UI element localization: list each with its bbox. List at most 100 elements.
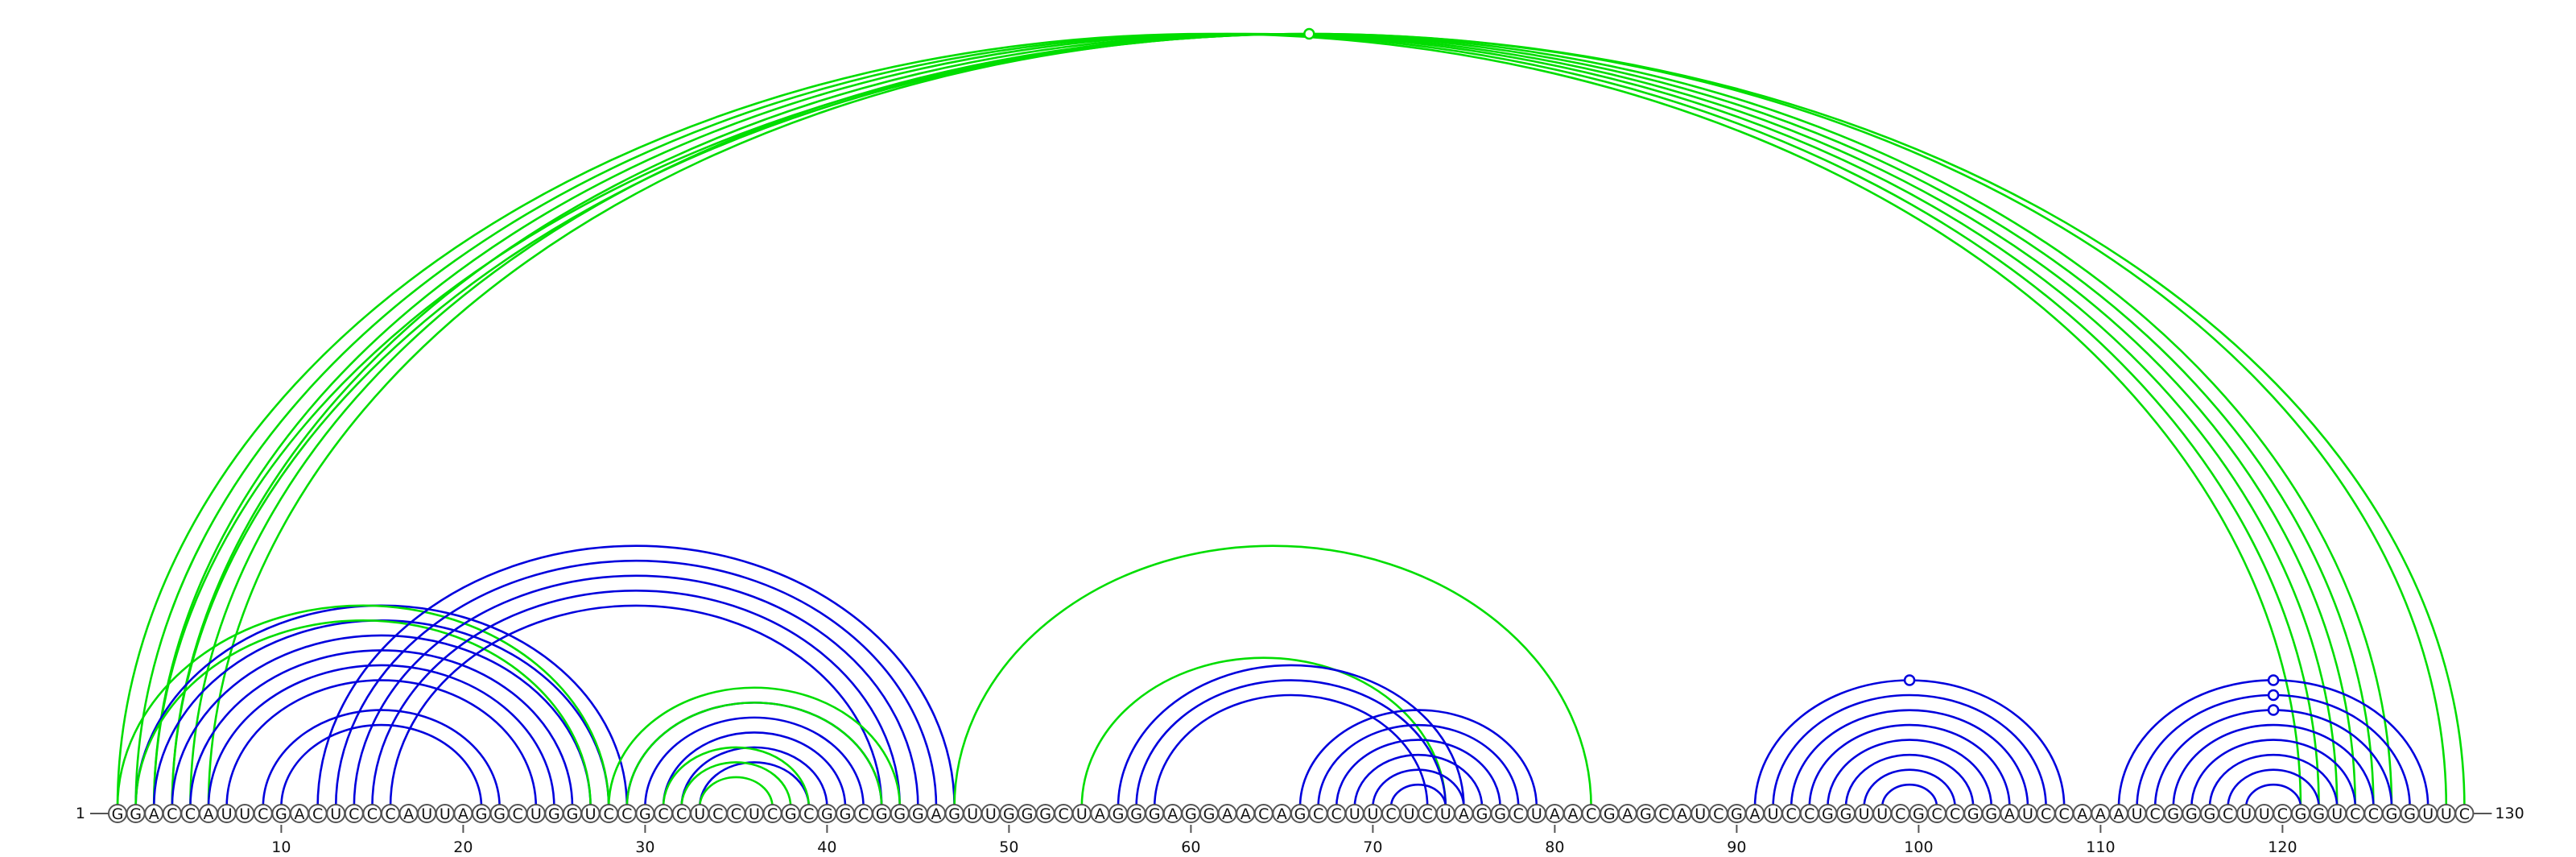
arc-blue-71-74 xyxy=(1389,783,1447,808)
arc-green-4-129 xyxy=(171,32,2448,808)
arc-blue-9-22 xyxy=(262,709,501,808)
nucleotide-letter: U xyxy=(1876,805,1888,823)
nucleotide-letter: C xyxy=(1713,805,1724,823)
nucleotide-letter: U xyxy=(985,805,997,823)
tick-label: 90 xyxy=(1727,838,1746,856)
nucleotide-letter: C xyxy=(2368,805,2379,823)
arc-blue-15-44 xyxy=(371,590,902,808)
nucleotide: G xyxy=(2291,804,2310,823)
arc-blue-114-125 xyxy=(2172,723,2375,808)
arc-blue-31-41 xyxy=(662,731,847,808)
nucleotide-letter: G xyxy=(2386,805,2398,823)
nucleotide: A xyxy=(1272,804,1292,823)
nucleotide-letter: C xyxy=(1059,805,1069,823)
nucleotide: C xyxy=(671,804,691,823)
nucleotide-letter: A xyxy=(1750,805,1761,823)
arc-blue-93-106 xyxy=(1790,709,2029,808)
nucleotide: G xyxy=(2382,804,2401,823)
nucleotide-letter: U xyxy=(2422,805,2434,823)
nucleotide-letter: G xyxy=(821,805,833,823)
nucleotide: C xyxy=(162,804,182,823)
nucleotide-letter: A xyxy=(204,805,214,823)
nucleotide: G xyxy=(635,804,655,823)
nucleotide-letter: G xyxy=(948,805,960,823)
nucleotide-letter: C xyxy=(658,805,668,823)
arc-blue-3-28 xyxy=(152,619,610,808)
nucleotide-letter: G xyxy=(1476,805,1488,823)
nucleotide: A xyxy=(1217,804,1237,823)
arc-green-32-38 xyxy=(680,761,792,808)
nucleotide-letter: U xyxy=(221,805,233,823)
nucleotide-letter: G xyxy=(2404,805,2416,823)
nucleotide: C xyxy=(381,804,400,823)
nucleotide-letter: G xyxy=(1913,805,1925,823)
nucleotide-letter: U xyxy=(585,805,597,823)
nucleotide-letter: C xyxy=(2059,805,2070,823)
arc-blue-10-21 xyxy=(280,723,483,808)
nucleotide-letter: C xyxy=(2350,805,2360,823)
tick-label: 70 xyxy=(1363,838,1382,856)
arc-blue-95-104 xyxy=(1827,739,1993,808)
nucleotide: G xyxy=(944,804,964,823)
nucleotide-letter: C xyxy=(1385,805,1396,823)
arc-blue-57-74 xyxy=(1135,679,1447,808)
nucleotide: G xyxy=(1818,804,1838,823)
nucleotide: C xyxy=(2345,804,2365,823)
arc-blue-117-122 xyxy=(2227,768,2320,808)
nucleotide-letter: G xyxy=(639,805,651,823)
nucleotide-letter: C xyxy=(767,805,778,823)
arc-marker-120 xyxy=(2267,689,2280,702)
nucleotide-letter: G xyxy=(567,805,579,823)
tick-label: 80 xyxy=(1545,838,1564,856)
nucleotide-letter: G xyxy=(1640,805,1652,823)
nucleotide-letter: G xyxy=(476,805,488,823)
nucleotide: G xyxy=(1836,804,1856,823)
nucleotide-letter: A xyxy=(458,805,469,823)
nucleotide-letter: A xyxy=(1277,805,1287,823)
nucleotide-letter: C xyxy=(731,805,741,823)
nucleotide-letter: G xyxy=(1203,805,1216,823)
nucleotide: C xyxy=(1799,804,1819,823)
nucleotide: C xyxy=(1381,804,1401,823)
nucleotide: G xyxy=(1035,804,1055,823)
nucleotide: C xyxy=(508,804,528,823)
nucleotide: U xyxy=(2127,804,2147,823)
nucleotide: G xyxy=(1727,804,1747,823)
nucleotide: G xyxy=(489,804,510,823)
nucleotide: G xyxy=(1981,804,2001,823)
nucleotide: G xyxy=(1963,804,1984,823)
arc-green-29-43 xyxy=(625,701,883,808)
arc-marker-66 xyxy=(1303,27,1315,40)
nucleotide-letter: C xyxy=(1786,805,1797,823)
nucleotide: U xyxy=(526,804,546,823)
nucleotide-letter: A xyxy=(1568,805,1579,823)
nucleotide: C xyxy=(344,804,364,823)
nucleotide-letter: C xyxy=(1258,805,1269,823)
nucleotide: A xyxy=(2109,804,2128,823)
arc-green-33-37 xyxy=(698,776,774,808)
nucleotide-letter: G xyxy=(894,805,906,823)
nucleotide: C xyxy=(2145,804,2165,823)
nucleotide-letter: C xyxy=(385,805,395,823)
nucleotide-letter: G xyxy=(1130,805,1142,823)
nucleotide: U xyxy=(435,804,455,823)
nucleotide-circle xyxy=(2454,804,2475,823)
position-ticks: 10 20 30 40 50 60 70 80 90 100 110 120 xyxy=(271,825,2297,856)
nucleotide-letter: U xyxy=(1695,805,1706,823)
nucleotide: G xyxy=(271,804,291,823)
nucleotide: U xyxy=(2418,804,2438,823)
nucleotide: U xyxy=(2327,804,2347,823)
nucleotide-letter: U xyxy=(330,805,341,823)
arc-green-54-74 xyxy=(1080,656,1447,808)
nucleotide: A xyxy=(1617,804,1637,823)
nucleotide-letter: A xyxy=(2004,805,2015,823)
tick-label: 40 xyxy=(817,838,836,856)
nucleotide: U xyxy=(417,804,437,823)
nucleotide: G xyxy=(1490,804,1510,823)
arc-marker-120 xyxy=(2267,674,2280,686)
nucleotide: A xyxy=(1545,804,1565,823)
nucleotide-letter: U xyxy=(530,805,542,823)
nucleotide-letter: C xyxy=(312,805,323,823)
nucleotide: A xyxy=(2072,804,2092,823)
tick-label: 120 xyxy=(2268,838,2297,856)
